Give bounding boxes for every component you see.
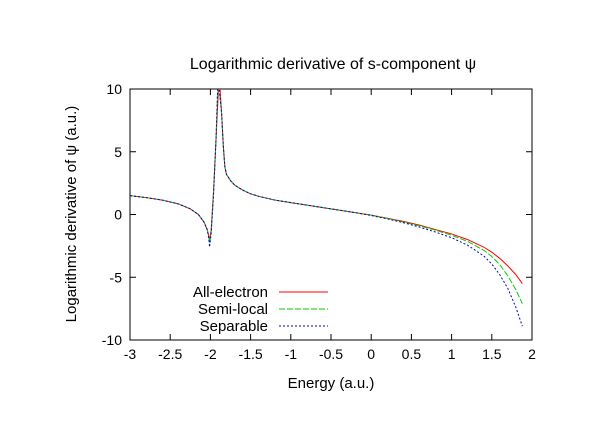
x-axis-label: Energy (a.u.)	[288, 375, 375, 392]
legend-label: Semi-local	[198, 301, 268, 318]
y-axis: -10 -5 0 5 10	[102, 81, 532, 348]
legend-label: Separable	[200, 318, 268, 335]
x-tick-label: -2	[204, 346, 217, 362]
y-tick-label: 0	[114, 207, 122, 223]
y-tick-label: -10	[102, 332, 122, 348]
x-tick-label: 2	[528, 346, 536, 362]
plot-frame	[129, 88, 533, 341]
x-tick-label: 1	[448, 346, 456, 362]
x-tick-label: 0.5	[402, 346, 422, 362]
series-line-semi-local	[130, 89, 523, 304]
y-axis-label: Logarithmic derivative of ψ (a.u.)	[63, 106, 80, 323]
series-line-all-electron	[130, 89, 523, 284]
x-tick-label: -3	[124, 346, 137, 362]
x-tick-label: 0	[367, 346, 375, 362]
legend-label: All-electron	[193, 284, 268, 301]
series-line-separable	[130, 89, 523, 327]
x-tick-label: -1.5	[239, 346, 263, 362]
y-tick-label: -5	[110, 269, 123, 285]
y-tick-label: 10	[106, 81, 122, 97]
x-axis: -3 -2.5 -2 -1.5 -1 -0.5 0 0.5 1 1.5 2	[124, 89, 536, 362]
x-tick-label: -2.5	[158, 346, 182, 362]
chart-title: Logarithmic derivative of s-component ψ	[190, 56, 476, 73]
x-tick-label: -1	[285, 346, 298, 362]
series-lines	[130, 89, 523, 327]
x-tick-label: -0.5	[319, 346, 343, 362]
y-tick-label: 5	[114, 144, 122, 160]
x-tick-label: 1.5	[482, 346, 502, 362]
